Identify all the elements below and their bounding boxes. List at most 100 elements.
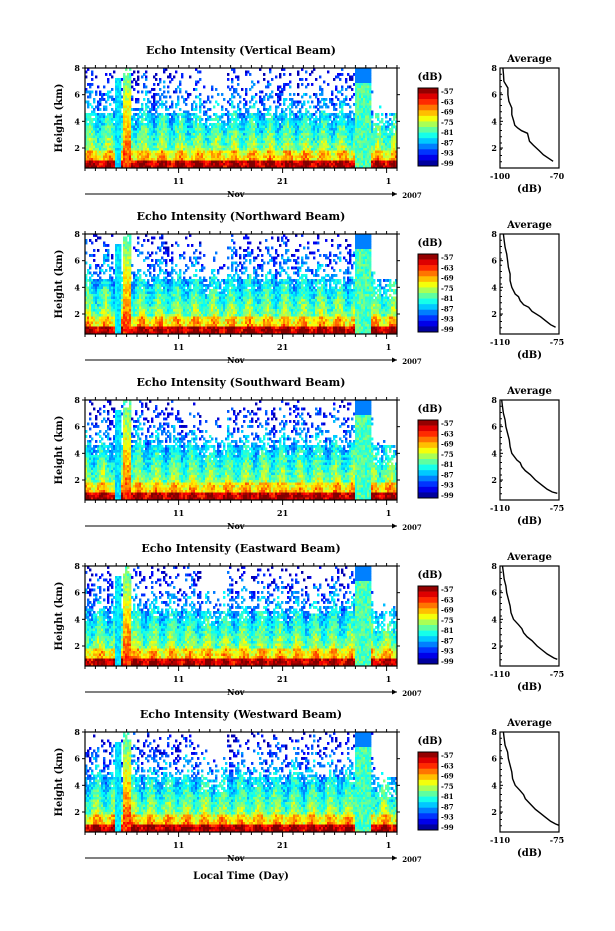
heatmap-cell	[143, 113, 146, 116]
heatmap-cell	[191, 135, 194, 139]
heatmap-cell	[111, 108, 114, 111]
heatmap-cell	[139, 160, 142, 164]
heatmap-cell	[129, 125, 132, 129]
heatmap-cell	[369, 80, 372, 84]
heatmap-cell	[113, 110, 116, 114]
heatmap-cell	[105, 130, 108, 134]
heatmap-cell	[263, 138, 266, 141]
heatmap-cell	[287, 125, 290, 129]
heatmap-cell	[181, 128, 184, 131]
heatmap-cell	[225, 135, 228, 139]
heatmap-cell	[295, 115, 298, 119]
heatmap-cell	[147, 125, 150, 129]
x-tick-label: 21	[277, 176, 288, 186]
heatmap-cell	[119, 256, 122, 260]
heatmap-cell	[99, 123, 102, 126]
heatmap-cell	[235, 145, 238, 149]
heatmap-cell	[195, 163, 198, 166]
heatmap-cell	[123, 100, 126, 104]
heatmap-cell	[289, 73, 292, 76]
heatmap-cell	[335, 108, 338, 111]
heatmap-cell	[95, 90, 98, 94]
heatmap-cell	[277, 93, 280, 96]
heatmap-cell	[291, 98, 294, 101]
heatmap-cell	[239, 138, 242, 141]
heatmap-cell	[111, 120, 114, 124]
heatmap-cell	[209, 153, 212, 156]
heatmap-cell	[119, 261, 122, 265]
heatmap-cell	[125, 113, 128, 116]
heatmap-cell	[129, 100, 132, 104]
heatmap-cell	[95, 148, 98, 151]
heatmap-cell	[129, 251, 132, 255]
heatmap-cell	[99, 103, 102, 106]
heatmap-cell	[315, 78, 318, 81]
heatmap-cell	[111, 266, 114, 270]
heatmap-cell	[229, 165, 232, 169]
heatmap-cell	[237, 108, 240, 111]
heatmap-cell	[391, 120, 394, 124]
heatmap-cell	[115, 120, 118, 124]
heatmap-cell	[219, 163, 222, 166]
heatmap-cell	[201, 165, 204, 169]
heatmap-cell	[285, 128, 288, 131]
heatmap-cell	[161, 138, 164, 141]
heatmap-cell	[171, 120, 174, 124]
heatmap-cell	[251, 143, 254, 146]
heatmap-cell	[233, 143, 236, 146]
heatmap-cell	[281, 125, 284, 129]
heatmap-cell	[253, 140, 256, 144]
colorbar-segment	[418, 149, 438, 156]
heatmap-cell	[125, 163, 128, 166]
heatmap-cell	[371, 113, 374, 116]
heatmap-cell	[139, 150, 142, 154]
heatmap-cell	[149, 115, 152, 119]
heatmap-cell	[169, 130, 172, 134]
heatmap-cell	[147, 120, 150, 124]
heatmap-cell	[241, 125, 244, 129]
heatmap-cell	[285, 165, 288, 169]
heatmap-cell	[205, 110, 208, 114]
heatmap-cell	[107, 118, 110, 121]
heatmap-cell	[281, 108, 284, 111]
heatmap-cell	[121, 155, 124, 159]
heatmap-cell	[305, 113, 308, 116]
heatmap-cell	[335, 88, 338, 91]
heatmap-cell	[207, 155, 210, 159]
heatmap-cell	[225, 155, 228, 159]
heatmap-cell	[95, 115, 98, 119]
heatmap-cell	[111, 115, 114, 119]
heatmap-cell	[133, 138, 136, 141]
heatmap-cell	[223, 140, 226, 144]
heatmap-cell	[285, 115, 288, 119]
heatmap-cell	[123, 153, 126, 156]
heatmap-cell	[173, 165, 176, 169]
heatmap-cell	[255, 143, 258, 146]
heatmap-cell	[271, 148, 274, 151]
heatmap-cell	[133, 78, 136, 81]
heatmap-cell	[141, 165, 144, 169]
heatmap-cell	[173, 133, 176, 136]
heatmap-cell	[251, 95, 254, 99]
heatmap-cell	[129, 150, 132, 154]
heatmap-cell	[255, 150, 258, 154]
heatmap-cell	[199, 135, 202, 139]
heatmap-cell	[335, 118, 338, 121]
heatmap-cell	[289, 145, 292, 149]
heatmap-cell	[105, 163, 108, 166]
heatmap-cell	[121, 125, 124, 129]
heatmap-cell	[265, 113, 268, 116]
heatmap-cell	[233, 90, 236, 94]
heatmap-cell	[277, 100, 280, 104]
heatmap-cell	[249, 143, 252, 146]
heatmap-cell	[127, 143, 130, 146]
heatmap-cell	[227, 140, 230, 144]
heatmap-cell	[249, 160, 252, 164]
heatmap-cell	[211, 143, 214, 146]
heatmap-cell	[321, 105, 324, 109]
heatmap-cell	[89, 140, 92, 144]
heatmap-cell	[293, 120, 296, 124]
heatmap-cell	[225, 148, 228, 151]
heatmap-cell	[119, 150, 122, 154]
heatmap-cell	[277, 135, 280, 139]
